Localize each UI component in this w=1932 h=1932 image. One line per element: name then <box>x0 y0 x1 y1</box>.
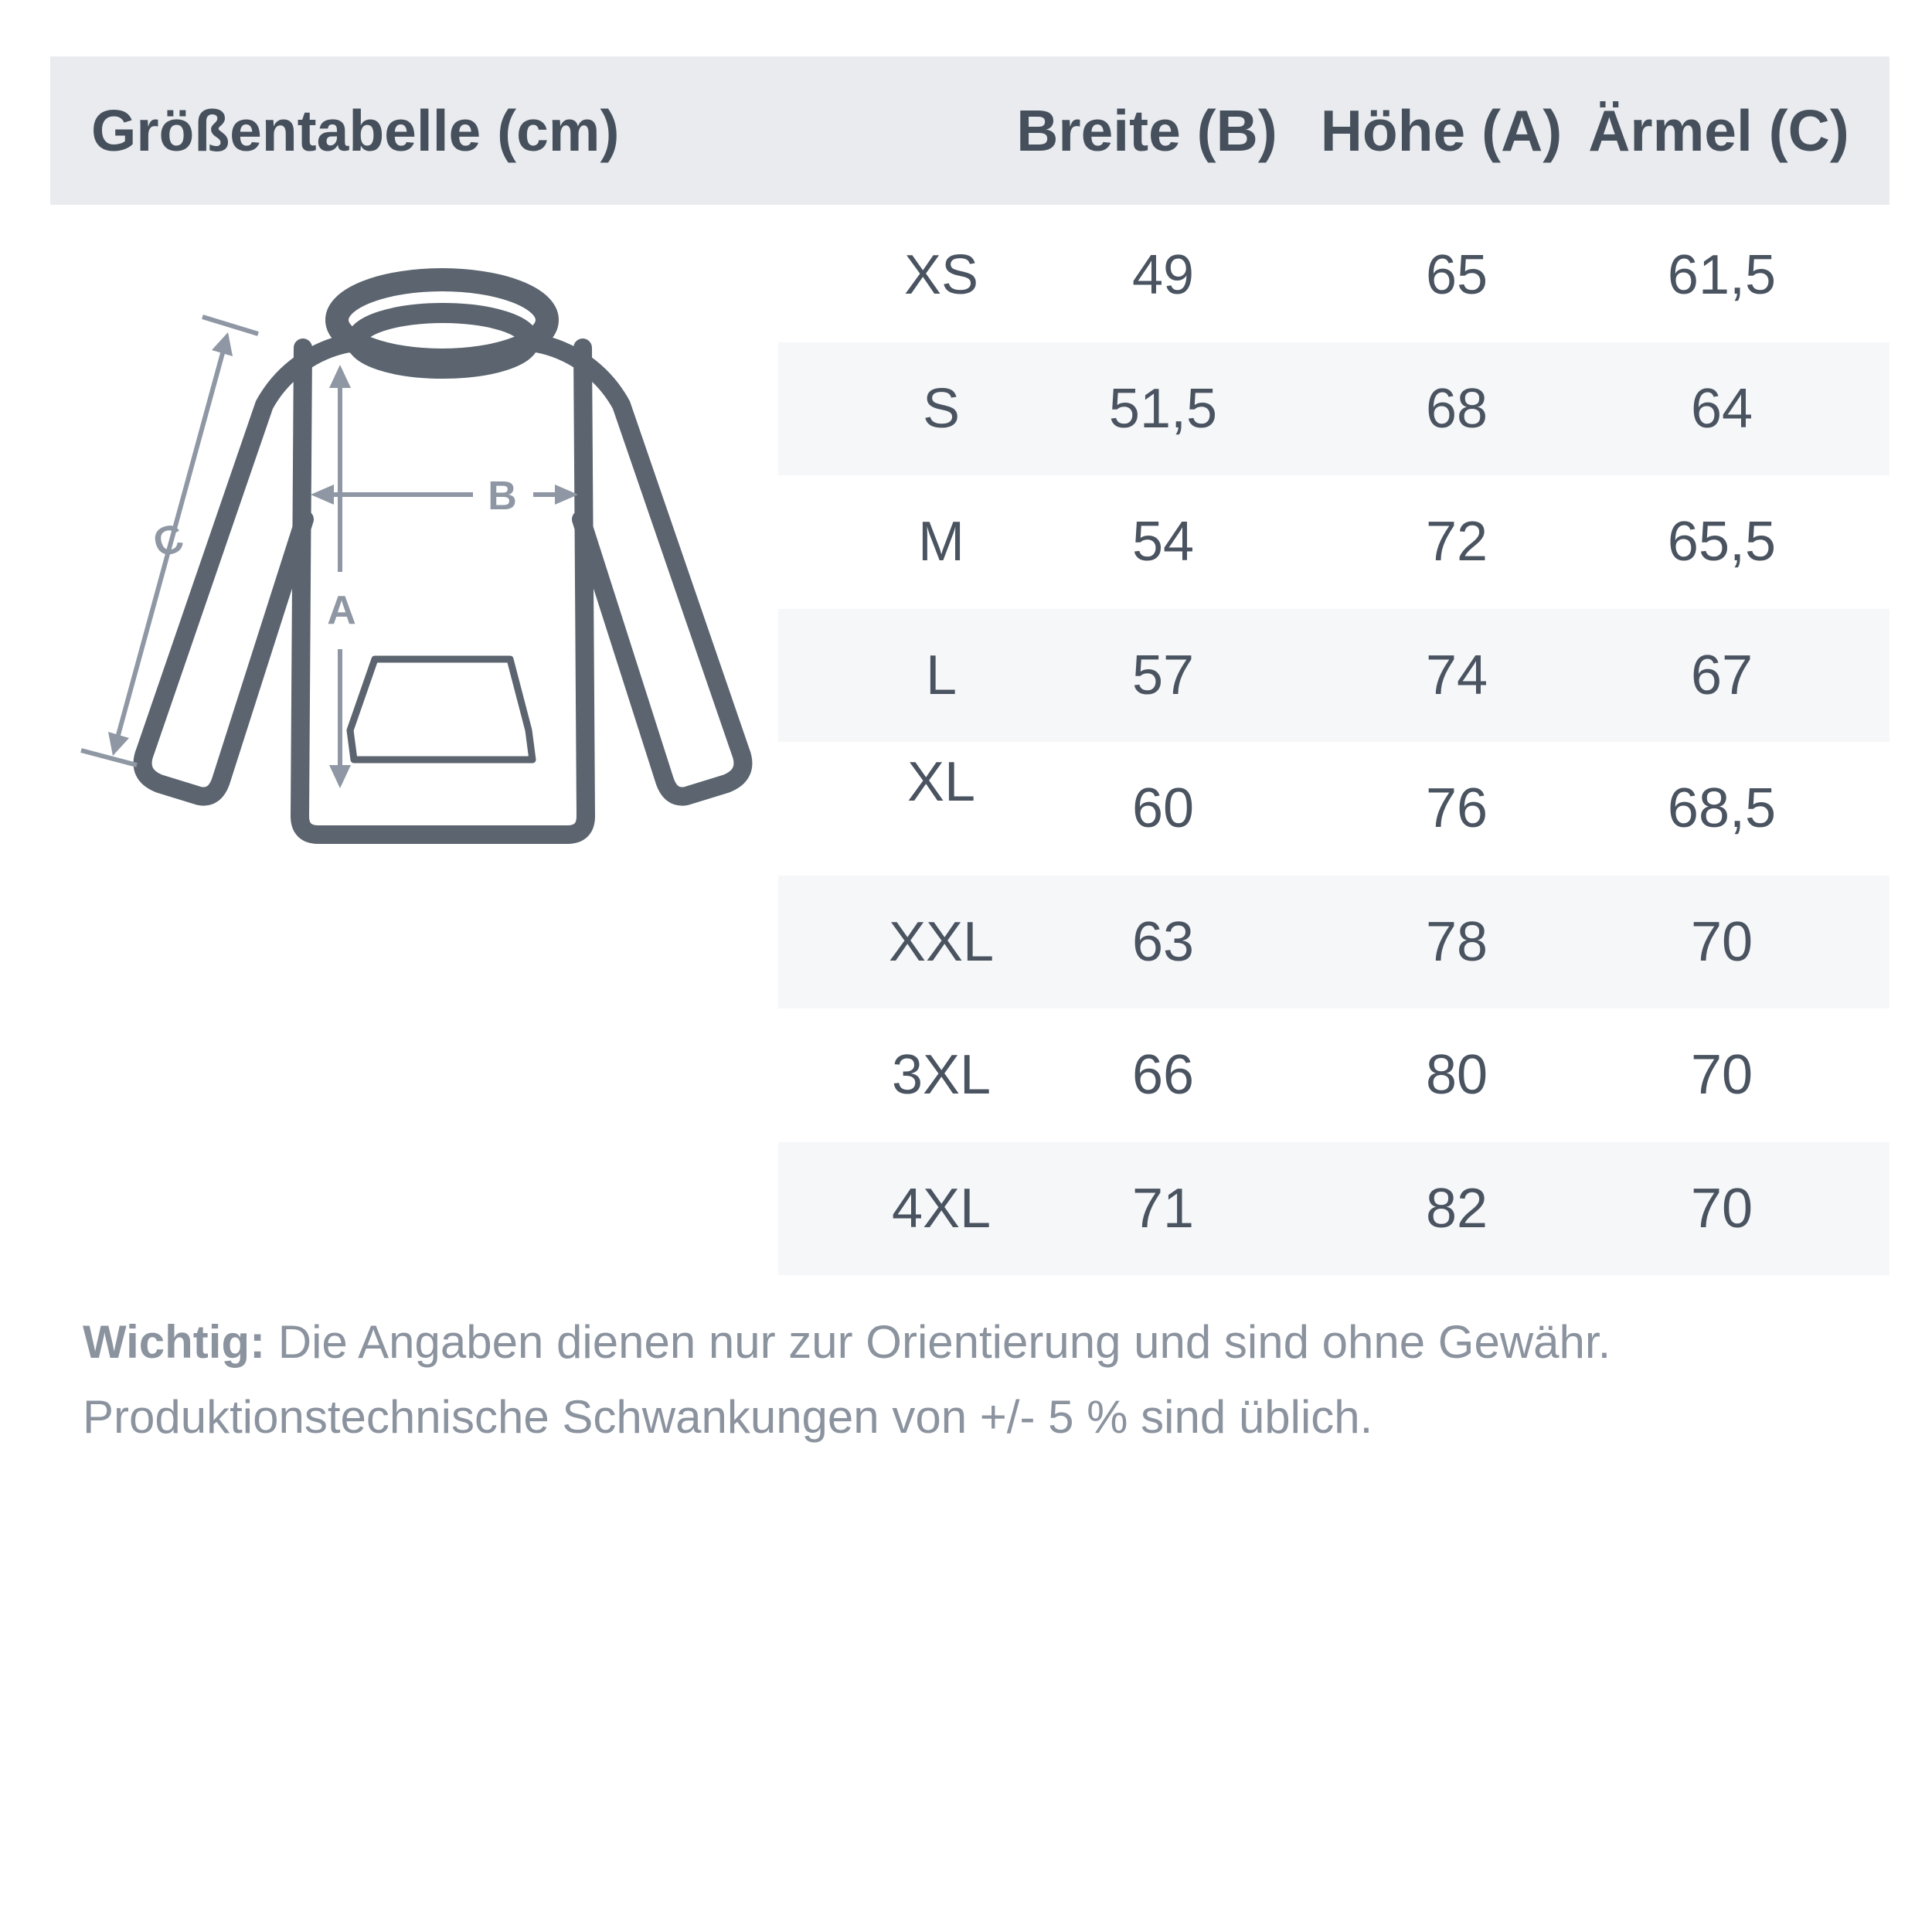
footer-line-1: Wichtig: Die Angaben dienen nur zur Orie… <box>83 1304 1852 1379</box>
hoehe-cell: 80 <box>1425 1044 1488 1106</box>
row-3xl: 3XL 66 80 70 <box>778 1009 1889 1142</box>
size-cell: XL <box>906 751 976 813</box>
hoehe-cell: 82 <box>1425 1177 1488 1240</box>
breite-cell: 49 <box>1131 244 1195 306</box>
row-l: L 57 74 67 <box>778 608 1889 742</box>
aermel-cell: 65,5 <box>1667 511 1777 573</box>
hoehe-cell: 65 <box>1425 244 1488 306</box>
table-header-band: Größentabelle (cm) Breite (B) Höhe (A) Ä… <box>50 56 1889 205</box>
pocket-icon <box>346 655 536 764</box>
breite-cell: 66 <box>1131 1044 1195 1106</box>
row-xl: XL 60 76 68,5 <box>778 742 1889 876</box>
dimension-arrow-b: B <box>311 474 578 519</box>
aermel-cell: 67 <box>1690 644 1753 706</box>
hoehe-cell: 68 <box>1425 377 1488 440</box>
aermel-cell: 61,5 <box>1667 244 1777 306</box>
aermel-cell: 68,5 <box>1667 777 1777 839</box>
column-header-hoehe: Höhe (A) <box>1320 98 1563 163</box>
size-cell: XS <box>903 244 979 306</box>
footer-wichtig-label: Wichtig: <box>83 1316 266 1368</box>
hoehe-cell: 74 <box>1425 644 1488 706</box>
hoehe-cell: 76 <box>1425 777 1488 839</box>
size-cell: XXL <box>888 910 995 973</box>
hoodie-body-icon <box>290 338 596 844</box>
size-cell: M <box>918 511 964 573</box>
column-header-aermel: Ärmel (C) <box>1588 98 1849 163</box>
hood-collar-ring-icon <box>346 303 539 379</box>
size-cell: L <box>925 644 957 706</box>
breite-cell: 57 <box>1131 644 1195 706</box>
aermel-cell: 64 <box>1690 377 1753 440</box>
footer-line-2: Produktionstechnische Schwankungen von +… <box>83 1391 1373 1443</box>
hood-outer-ring-icon <box>325 268 559 372</box>
dimension-arrow-c: C <box>80 315 259 767</box>
footer-line-1-text: Die Angaben dienen nur zur Orientierung … <box>265 1316 1611 1368</box>
breite-cell: 51,5 <box>1108 377 1218 440</box>
size-cell: S <box>922 377 961 440</box>
row-m: M 54 72 65,5 <box>778 475 1889 609</box>
column-header-breite: Breite (B) <box>1016 98 1277 163</box>
aermel-cell: 70 <box>1690 910 1753 973</box>
breite-cell: 71 <box>1131 1177 1195 1240</box>
aermel-cell: 70 <box>1690 1044 1753 1106</box>
hoehe-cell: 72 <box>1425 511 1488 573</box>
aermel-cell: 70 <box>1690 1177 1753 1240</box>
page-title: Größentabelle (cm) <box>91 98 620 163</box>
right-sleeve-icon <box>527 334 753 806</box>
row-4xl: 4XL 71 82 70 <box>778 1141 1889 1275</box>
breite-cell: 63 <box>1131 910 1195 973</box>
dimension-arrow-a: A <box>327 365 356 788</box>
size-cell: 3XL <box>891 1044 992 1106</box>
label-b: B <box>488 474 517 519</box>
hoehe-cell: 78 <box>1425 910 1488 973</box>
row-xs: XS 49 65 61,5 <box>778 209 1889 342</box>
row-xxl: XXL 63 78 70 <box>778 875 1889 1009</box>
left-sleeve-icon <box>133 334 359 806</box>
breite-cell: 54 <box>1131 511 1195 573</box>
label-c: C <box>148 515 188 566</box>
row-s: S 51,5 68 64 <box>778 342 1889 475</box>
size-cell: 4XL <box>891 1177 992 1240</box>
footer-note: Wichtig: Die Angaben dienen nur zur Orie… <box>83 1304 1852 1454</box>
breite-cell: 60 <box>1131 777 1195 839</box>
label-a: A <box>327 588 356 633</box>
